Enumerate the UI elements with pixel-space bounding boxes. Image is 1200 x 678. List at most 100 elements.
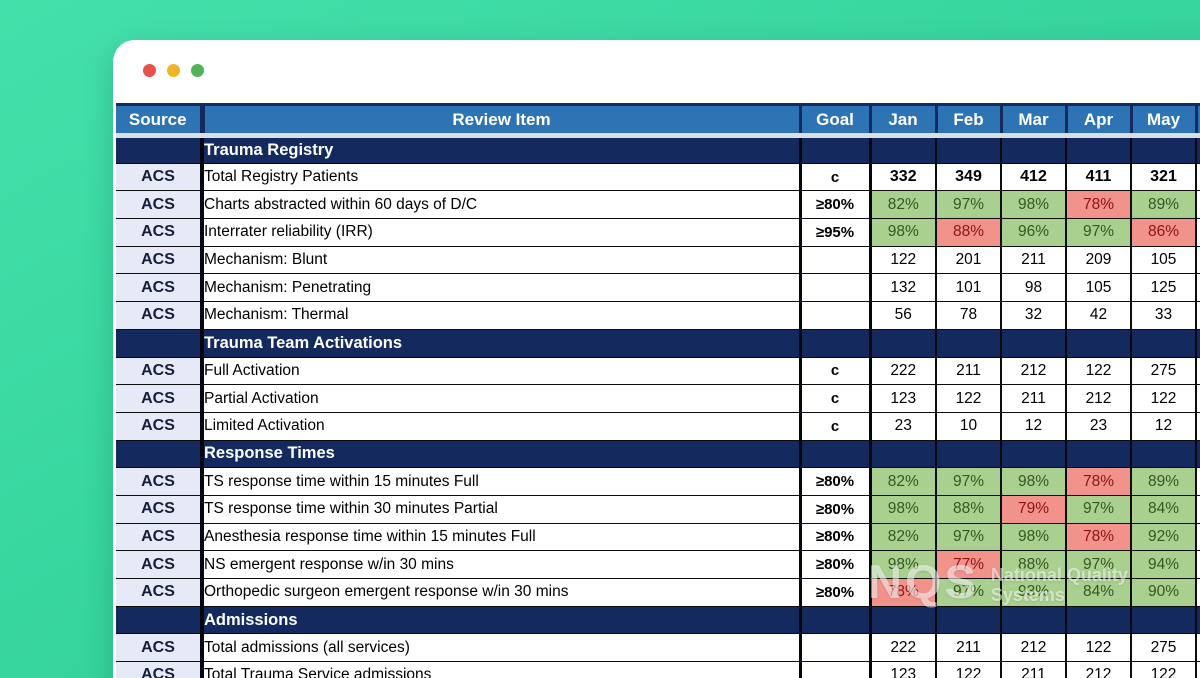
source-cell[interactable]: ACS	[116, 301, 204, 330]
goal-cell[interactable]: ≥80%	[799, 467, 872, 496]
column-header-source[interactable]: Source	[116, 103, 205, 138]
value-cell[interactable]: 89%	[1130, 190, 1197, 220]
value-cell[interactable]: 212	[1000, 633, 1067, 663]
value-cell[interactable]: 77%	[935, 550, 1002, 579]
value-cell[interactable]: 122	[935, 384, 1002, 413]
review-item-cell[interactable]: Total Trauma Service admissions	[201, 661, 802, 678]
review-item-cell[interactable]: Mechanism: Penetrating	[201, 273, 802, 303]
review-item-cell[interactable]: Total Registry Patients	[201, 162, 802, 192]
section-month-cell[interactable]	[1000, 439, 1067, 469]
value-cell[interactable]: 82%	[869, 190, 937, 220]
value-cell[interactable]: 82%	[869, 467, 937, 496]
source-cell[interactable]: ACS	[116, 550, 204, 579]
section-month-cell[interactable]	[935, 328, 1002, 358]
value-cell[interactable]: 211	[1000, 245, 1067, 275]
value-cell[interactable]: 78%	[1065, 522, 1132, 552]
goal-cell[interactable]	[799, 273, 872, 303]
close-button-icon[interactable]	[143, 64, 156, 77]
section-month-cell[interactable]	[1130, 135, 1197, 164]
goal-cell[interactable]	[799, 245, 872, 275]
review-item-cell[interactable]: Anesthesia response time within 15 minut…	[201, 522, 802, 552]
source-cell[interactable]: ACS	[116, 356, 204, 386]
value-cell[interactable]: 212	[1065, 661, 1132, 678]
source-cell[interactable]: ACS	[116, 190, 204, 220]
value-cell[interactable]: 33	[1130, 301, 1197, 330]
column-header-may[interactable]: May	[1129, 103, 1198, 138]
value-cell[interactable]: 125	[1130, 273, 1197, 303]
value-cell[interactable]: 122	[1065, 356, 1132, 386]
goal-cell[interactable]: ≥80%	[799, 550, 872, 579]
value-cell[interactable]: 105	[1065, 273, 1132, 303]
section-source-cell[interactable]	[116, 439, 204, 469]
section-month-cell[interactable]	[1130, 439, 1197, 469]
section-month-cell[interactable]	[1000, 328, 1067, 358]
source-cell[interactable]: ACS	[116, 522, 204, 552]
value-cell[interactable]: 86%	[1130, 218, 1197, 247]
column-header-mar[interactable]: Mar	[999, 103, 1068, 138]
section-month-cell[interactable]	[935, 605, 1002, 635]
section-title[interactable]: Response Times	[201, 439, 802, 469]
review-item-cell[interactable]: NS emergent response w/in 30 mins	[201, 550, 802, 579]
goal-cell[interactable]: c	[799, 384, 872, 413]
goal-cell[interactable]: c	[799, 162, 872, 192]
section-month-cell[interactable]	[1130, 605, 1197, 635]
value-cell[interactable]: 12	[1130, 411, 1197, 441]
value-cell[interactable]: 98%	[1000, 467, 1067, 496]
column-header-feb[interactable]: Feb	[934, 103, 1003, 138]
section-month-cell[interactable]	[1000, 135, 1067, 164]
value-cell[interactable]: 211	[935, 356, 1002, 386]
value-cell[interactable]: 78%	[1065, 190, 1132, 220]
review-item-cell[interactable]: TS response time within 15 minutes Full	[201, 467, 802, 496]
section-month-cell[interactable]	[1065, 135, 1132, 164]
value-cell[interactable]: 88%	[935, 218, 1002, 247]
value-cell[interactable]: 122	[935, 661, 1002, 678]
goal-cell[interactable]	[799, 633, 872, 663]
value-cell[interactable]: 209	[1065, 245, 1132, 275]
goal-cell[interactable]: c	[799, 356, 872, 386]
review-item-cell[interactable]: TS response time within 30 minutes Parti…	[201, 494, 802, 524]
source-cell[interactable]: ACS	[116, 273, 204, 303]
value-cell[interactable]: 97%	[935, 522, 1002, 552]
value-cell[interactable]: 10	[935, 411, 1002, 441]
value-cell[interactable]: 98%	[1000, 522, 1067, 552]
value-cell[interactable]: 222	[869, 356, 937, 386]
source-cell[interactable]: ACS	[116, 661, 204, 678]
value-cell[interactable]: 23	[869, 411, 937, 441]
value-cell[interactable]: 97%	[935, 190, 1002, 220]
value-cell[interactable]: 97%	[1065, 550, 1132, 579]
section-month-cell[interactable]	[935, 135, 1002, 164]
section-source-cell[interactable]	[116, 605, 204, 635]
source-cell[interactable]: ACS	[116, 494, 204, 524]
goal-cell[interactable]	[799, 301, 872, 330]
section-month-cell[interactable]	[869, 135, 937, 164]
review-item-cell[interactable]: Partial Activation	[201, 384, 802, 413]
value-cell[interactable]: 92%	[1130, 522, 1197, 552]
section-month-cell[interactable]	[1065, 605, 1132, 635]
section-title[interactable]: Trauma Registry	[201, 135, 802, 164]
source-cell[interactable]: ACS	[116, 245, 204, 275]
source-cell[interactable]: ACS	[116, 218, 204, 247]
section-goal-cell[interactable]	[799, 328, 872, 358]
section-month-cell[interactable]	[1065, 328, 1132, 358]
value-cell[interactable]: 94%	[1130, 550, 1197, 579]
value-cell[interactable]: 212	[1000, 356, 1067, 386]
value-cell[interactable]: 84%	[1130, 494, 1197, 524]
source-cell[interactable]: ACS	[116, 633, 204, 663]
section-month-cell[interactable]	[1130, 328, 1197, 358]
value-cell[interactable]: 98	[1000, 273, 1067, 303]
value-cell[interactable]: 78	[935, 301, 1002, 330]
value-cell[interactable]: 89%	[1130, 467, 1197, 496]
value-cell[interactable]: 79%	[1000, 494, 1067, 524]
section-month-cell[interactable]	[935, 439, 1002, 469]
goal-cell[interactable]: ≥80%	[799, 578, 872, 607]
minimize-button-icon[interactable]	[167, 64, 180, 77]
goal-cell[interactable]: ≥95%	[799, 218, 872, 247]
value-cell[interactable]: 82%	[869, 522, 937, 552]
column-header-jan[interactable]: Jan	[868, 103, 938, 138]
value-cell[interactable]: 321	[1130, 162, 1197, 192]
value-cell[interactable]: 201	[935, 245, 1002, 275]
source-cell[interactable]: ACS	[116, 162, 204, 192]
value-cell[interactable]: 88%	[1000, 550, 1067, 579]
value-cell[interactable]: 349	[935, 162, 1002, 192]
goal-cell[interactable]: ≥80%	[799, 522, 872, 552]
